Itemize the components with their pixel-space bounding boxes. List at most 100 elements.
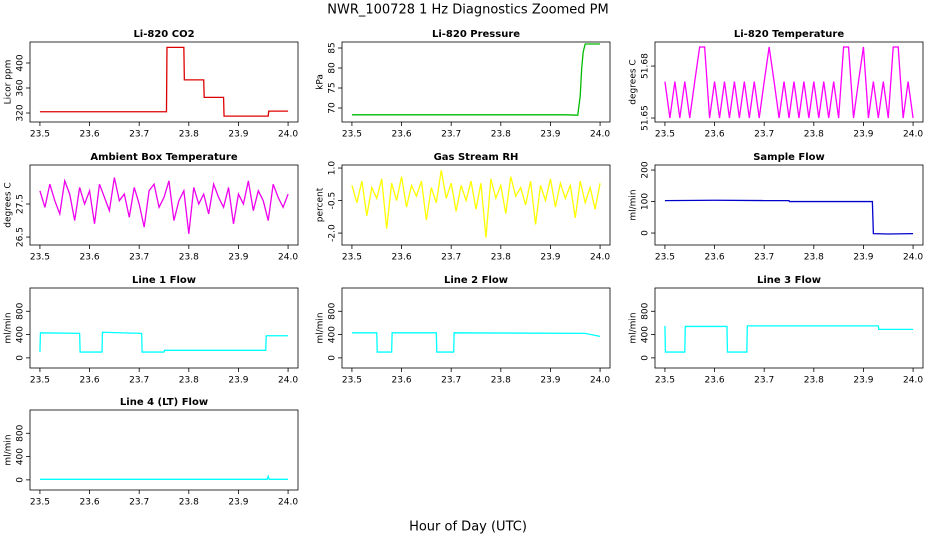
plot-frame: [654, 287, 924, 369]
plot-frame: [29, 409, 299, 491]
x-axis-label: Hour of Day (UTC): [409, 520, 527, 535]
x-tick-label: 23.6: [80, 253, 100, 263]
y-tick-label: 85: [328, 42, 338, 53]
x-tick-label: 23.5: [30, 376, 50, 386]
x-tick-label: 24.0: [278, 498, 298, 508]
plot-frame: [29, 41, 299, 123]
y-tick-label: 400: [328, 326, 338, 343]
x-tick-label: 23.9: [853, 253, 873, 263]
panel-title: Li-820 CO2: [133, 29, 194, 40]
y-tick-label: 26.5: [16, 227, 26, 247]
y-tick-label: 800: [16, 302, 26, 319]
plot-frame: [654, 41, 924, 123]
y-tick-label: 800: [16, 424, 26, 441]
y-tick-label: 400: [16, 54, 26, 71]
y-tick-label: 400: [16, 326, 26, 343]
data-line: [351, 332, 601, 353]
y-axis-label: degrees C: [4, 182, 14, 227]
x-tick-label: 23.9: [853, 376, 873, 386]
y-tick-label: 51.65: [641, 105, 651, 131]
y-tick-label: 320: [16, 104, 26, 121]
panel-title: Ambient Box Temperature: [90, 152, 237, 163]
x-tick-label: 24.0: [903, 253, 923, 263]
y-tick-label: 800: [641, 302, 651, 319]
x-tick-label: 23.8: [804, 253, 824, 263]
y-tick-label: 75: [328, 82, 338, 93]
x-tick-label: 23.9: [228, 130, 248, 140]
y-axis-label: ml/min: [629, 189, 639, 220]
x-tick-label: 23.5: [342, 253, 362, 263]
x-tick-label: 24.0: [590, 376, 610, 386]
x-tick-label: 23.8: [491, 130, 511, 140]
y-tick-label: 51.68: [641, 53, 651, 79]
x-tick-label: 23.6: [705, 376, 725, 386]
data-line: [664, 46, 914, 119]
x-tick-label: 23.6: [392, 376, 412, 386]
x-tick-label: 23.8: [804, 130, 824, 140]
x-tick-label: 23.7: [441, 130, 461, 140]
x-tick-label: 23.5: [655, 253, 675, 263]
x-tick-label: 23.7: [754, 253, 774, 263]
x-tick-label: 23.5: [655, 130, 675, 140]
plot-frame: [341, 164, 611, 246]
x-tick-label: 24.0: [278, 376, 298, 386]
x-tick-label: 23.7: [754, 130, 774, 140]
y-axis-label: ml/min: [4, 312, 14, 343]
x-tick-label: 23.7: [129, 130, 149, 140]
x-tick-label: 23.8: [179, 130, 199, 140]
page-title: NWR_100728 1 Hz Diagnostics Zoomed PM: [327, 3, 609, 18]
data-line: [351, 170, 601, 238]
x-tick-label: 23.8: [179, 498, 199, 508]
x-tick-label: 23.5: [30, 253, 50, 263]
x-tick-label: 23.6: [80, 498, 100, 508]
x-tick-label: 23.5: [342, 376, 362, 386]
y-axis-label: degrees C: [629, 59, 639, 104]
plot-frame: [654, 164, 924, 246]
panel-title: Line 2 Flow: [444, 275, 508, 286]
x-tick-label: 23.9: [540, 130, 560, 140]
x-tick-label: 24.0: [278, 130, 298, 140]
x-tick-label: 23.8: [491, 253, 511, 263]
panel-title: Sample Flow: [753, 152, 825, 163]
data-line: [39, 474, 289, 480]
x-tick-label: 24.0: [903, 376, 923, 386]
x-tick-label: 23.5: [30, 498, 50, 508]
y-tick-label: 400: [641, 326, 651, 343]
x-tick-label: 23.7: [754, 376, 774, 386]
plot-frame: [29, 164, 299, 246]
x-tick-label: 23.5: [30, 130, 50, 140]
x-tick-label: 23.9: [853, 130, 873, 140]
y-tick-label: 0: [641, 230, 651, 236]
plot-frame: [29, 287, 299, 369]
x-tick-label: 23.5: [655, 376, 675, 386]
x-tick-label: 23.8: [179, 376, 199, 386]
y-tick-label: 0: [641, 355, 651, 361]
y-axis-label: ml/min: [629, 312, 639, 343]
x-tick-label: 23.6: [80, 130, 100, 140]
x-tick-label: 23.9: [540, 253, 560, 263]
x-tick-label: 23.7: [441, 253, 461, 263]
x-tick-label: 23.9: [228, 253, 248, 263]
plot-frame: [341, 287, 611, 369]
y-tick-label: 100: [641, 193, 651, 210]
y-tick-label: 0: [16, 477, 26, 483]
panel-title: Line 1 Flow: [132, 275, 196, 286]
y-tick-label: 800: [328, 302, 338, 319]
x-tick-label: 23.7: [441, 376, 461, 386]
x-tick-label: 23.8: [804, 376, 824, 386]
y-tick-label: 0: [16, 355, 26, 361]
y-tick-label: 70: [328, 102, 338, 114]
x-tick-label: 23.6: [392, 253, 412, 263]
panel-title: Li-820 Temperature: [734, 29, 844, 40]
x-tick-label: 23.8: [179, 253, 199, 263]
y-axis-label: ml/min: [4, 434, 14, 465]
x-tick-label: 23.8: [491, 376, 511, 386]
x-tick-label: 23.6: [80, 376, 100, 386]
data-line: [664, 325, 914, 353]
panel-title: Line 3 Flow: [757, 275, 821, 286]
x-tick-label: 23.5: [342, 130, 362, 140]
y-tick-label: 400: [16, 448, 26, 465]
panel-title: Line 4 (LT) Flow: [120, 397, 208, 408]
y-tick-label: 1.0: [328, 161, 338, 176]
